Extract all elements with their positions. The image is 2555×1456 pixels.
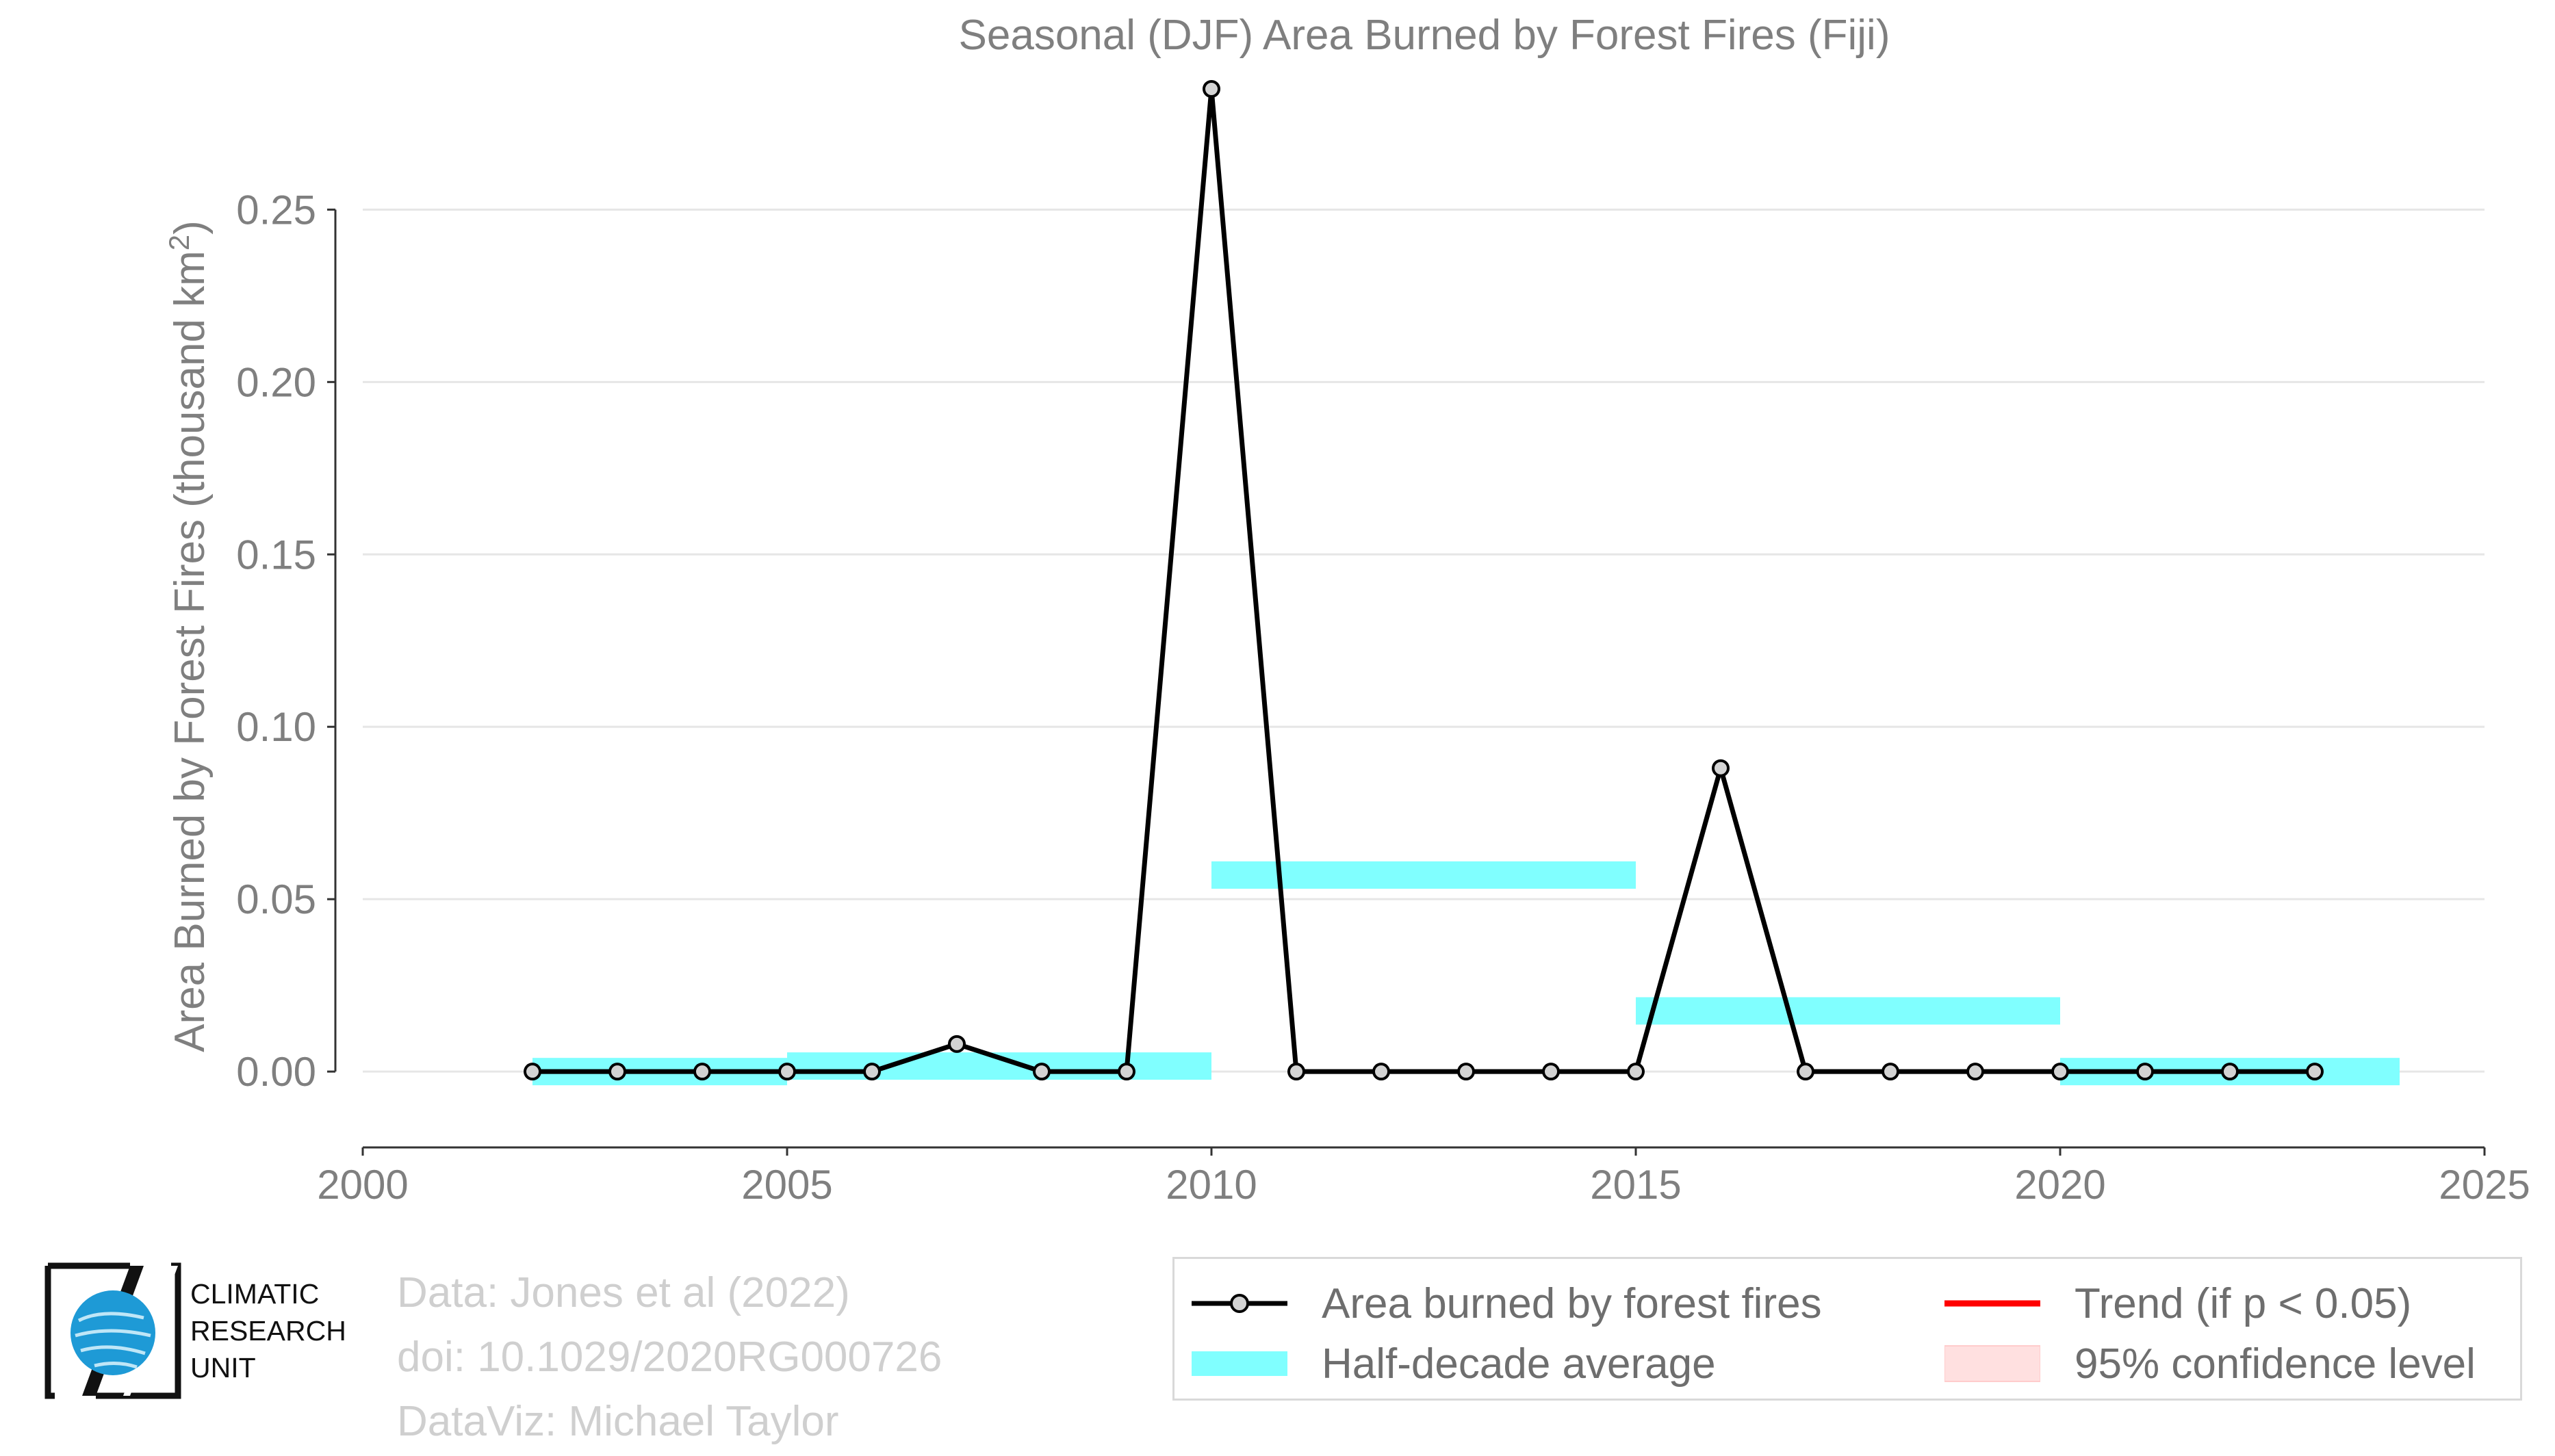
legend-label-trend: Trend (if p < 0.05): [2075, 1279, 2412, 1327]
data-point: [778, 1063, 796, 1081]
logo-line-3: UNIT: [190, 1352, 256, 1383]
data-point: [1372, 1063, 1390, 1081]
data-point: [2051, 1063, 2069, 1081]
legend: Area burned by forest fires Half-decade …: [1172, 1257, 2522, 1401]
y-tick-label: 0.05: [236, 876, 316, 922]
half-decade-average-bar: [1211, 861, 1636, 889]
x-tick-label: 2025: [2439, 1162, 2530, 1208]
x-tick-label: 2010: [1166, 1162, 1257, 1208]
data-point: [2221, 1063, 2239, 1081]
data-point: [1627, 1063, 1645, 1081]
logo-line-1: CLIMATIC: [190, 1278, 320, 1310]
legend-key-confidence: [1944, 1336, 2041, 1391]
x-tick-label: 2005: [741, 1162, 832, 1208]
legend-key-trend: [1944, 1276, 2040, 1331]
half-decade-average-bars: [532, 861, 2400, 1086]
data-point: [863, 1063, 881, 1081]
chart: Seasonal (DJF) Area Burned by Forest Fir…: [163, 12, 2530, 1208]
x-tick-label: 2015: [1590, 1162, 1681, 1208]
legend-key-series: [1192, 1276, 1287, 1331]
series-line: [532, 88, 2315, 1074]
data-point: [1203, 80, 1220, 98]
credit-dataviz: DataViz: Michael Taylor: [397, 1398, 839, 1445]
legend-key-average: [1192, 1336, 1287, 1391]
credit-data: Data: Jones et al (2022): [397, 1269, 850, 1316]
data-point: [1966, 1063, 1984, 1081]
data-point: [1287, 1063, 1305, 1081]
legend-item-series: Area burned by forest fires: [1192, 1276, 1822, 1331]
credit-doi: doi: 10.1029/2020RG000726: [397, 1334, 942, 1381]
data-point: [2136, 1063, 2154, 1081]
data-point: [608, 1063, 626, 1081]
chart-title: Seasonal (DJF) Area Burned by Forest Fir…: [959, 12, 1890, 59]
legend-item-confidence: 95% confidence level: [1944, 1336, 2476, 1391]
legend-item-average: Half-decade average: [1192, 1336, 1716, 1391]
axes: 0.00 0.05 0.10 0.15 0.20 0.25 2000 2005 2010 2015…: [236, 187, 2530, 1208]
legend-item-trend: Trend (if p < 0.05): [1944, 1276, 2411, 1331]
y-axis-label: Area Burned by Forest Fires (thousand km…: [163, 220, 214, 1052]
data-point: [1118, 1063, 1135, 1081]
grid-lines: [363, 208, 2485, 1073]
x-tick-label: 2020: [2014, 1162, 2105, 1208]
logo-line-2: RESEARCH: [190, 1315, 346, 1347]
data-point: [1033, 1063, 1051, 1081]
cru-logo: CLIMATIC RESEARCH UNIT: [41, 1259, 363, 1403]
y-tick-label: 0.00: [236, 1049, 316, 1095]
legend-label-series: Area burned by forest fires: [1322, 1279, 1822, 1327]
data-point: [693, 1063, 711, 1081]
data-point: [948, 1035, 966, 1053]
y-tick-label: 0.20: [236, 359, 316, 405]
x-tick-label: 2000: [317, 1162, 408, 1208]
y-tick-label: 0.10: [236, 704, 316, 750]
y-tick-label: 0.25: [236, 187, 316, 233]
data-point: [1457, 1063, 1475, 1081]
legend-label-confidence: 95% confidence level: [2075, 1340, 2476, 1388]
data-point: [1542, 1063, 1560, 1081]
data-point: [1882, 1063, 1899, 1081]
data-point: [524, 1063, 541, 1081]
series-points: [524, 80, 2324, 1081]
data-point: [1797, 1063, 1814, 1081]
globe-icon: [44, 1262, 181, 1399]
credits: Data: Jones et al (2022) doi: 10.1029/20…: [397, 1259, 942, 1456]
data-point: [1712, 759, 1730, 777]
y-tick-label: 0.15: [236, 532, 316, 577]
data-point: [2306, 1063, 2324, 1081]
legend-label-average: Half-decade average: [1322, 1340, 1716, 1388]
series-line-path: [532, 88, 2315, 1074]
half-decade-average-bar: [1636, 997, 2060, 1025]
